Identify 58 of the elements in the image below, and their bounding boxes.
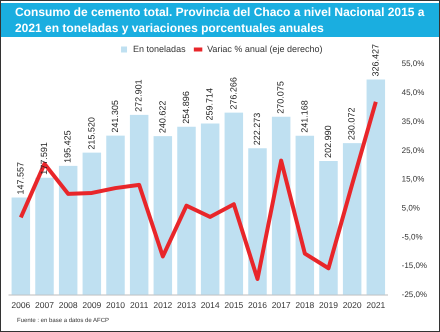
x-tick-label: 2012	[153, 300, 173, 310]
x-tick-label: 2014	[200, 300, 220, 310]
y2-tick-label: -5,0%	[402, 232, 423, 242]
bar	[12, 197, 30, 295]
bar	[342, 143, 362, 295]
bar	[130, 114, 148, 295]
bar	[296, 136, 314, 295]
data-label: 326.427	[370, 44, 380, 77]
data-label: 215.520	[86, 117, 96, 150]
x-tick-label: 2010	[106, 300, 126, 310]
y2-tick-label: -15,0%	[402, 261, 428, 270]
data-label: 241.168	[299, 100, 310, 133]
data-label: 240.622	[157, 100, 168, 134]
y2-tick-label: 45,0%	[402, 88, 424, 98]
legend-label: Variac % anual (eje derecho)	[207, 44, 322, 54]
y2-tick-label: 5,0%	[402, 203, 420, 212]
data-label: 276.266	[228, 77, 238, 110]
bar	[35, 178, 54, 295]
data-label: 177.591	[38, 142, 49, 175]
x-tick-label: 2009	[82, 300, 102, 310]
bar	[106, 136, 125, 295]
bar	[154, 136, 172, 295]
data-label: 272.901	[134, 79, 144, 112]
x-tick-label: 2007	[35, 300, 54, 310]
x-tick-label: 2013	[177, 300, 196, 310]
data-label: 241.305	[110, 100, 120, 133]
legend-label: En toneladas	[133, 44, 186, 54]
bar	[319, 160, 338, 295]
x-tick-label: 2019	[319, 300, 338, 310]
y2-tick-label: 55,0%	[402, 59, 424, 68]
x-tick-label: 2018	[295, 300, 315, 310]
x-tick-label: 2011	[130, 300, 149, 310]
bar	[366, 80, 386, 295]
y2-tick-label: 25,0%	[402, 146, 424, 155]
x-tick-label: 2015	[224, 300, 244, 310]
y2-tick-label: 15,0%	[402, 174, 424, 184]
data-label: 147.557	[15, 162, 26, 194]
x-tick-label: 2008	[58, 300, 78, 310]
data-label: 230.072	[346, 108, 357, 140]
y2-tick-label: 35,0%	[402, 116, 424, 126]
data-label: 222.273	[252, 112, 262, 146]
data-label: 270.075	[276, 81, 286, 114]
x-tick-label: 2016	[248, 300, 268, 310]
bar	[224, 112, 244, 295]
x-tick-label: 2017	[272, 300, 291, 310]
x-tick-label: 2006	[11, 300, 31, 310]
y2-tick-label: -25,0%	[402, 290, 428, 300]
x-tick-label: 2021	[366, 300, 386, 310]
bar	[58, 166, 78, 295]
data-label: 254.896	[180, 91, 191, 124]
data-label: 259.714	[204, 88, 215, 121]
bar	[200, 124, 220, 295]
data-label: 202.990	[322, 125, 333, 158]
data-label: 195.425	[62, 130, 73, 163]
bar	[177, 126, 196, 295]
chart-title: Consumo de cemento total. Provincia del Chaco a nivel Nacional 2015 a 2021 en toneladas y variaciones porcentuales anuales	[1, 3, 439, 37]
x-tick-label: 2020	[342, 300, 362, 310]
bar	[82, 152, 102, 295]
